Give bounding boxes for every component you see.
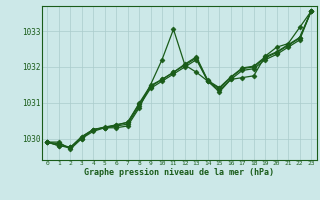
X-axis label: Graphe pression niveau de la mer (hPa): Graphe pression niveau de la mer (hPa): [84, 168, 274, 177]
